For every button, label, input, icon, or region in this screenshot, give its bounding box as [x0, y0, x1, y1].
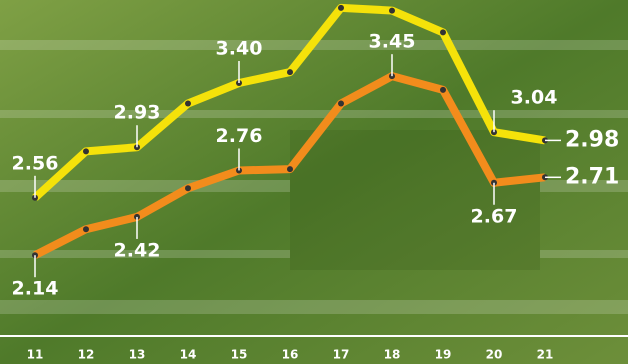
x-tick-label: 15 [231, 348, 248, 362]
x-tick-label: 16 [282, 348, 299, 362]
data-label: 3.45 [369, 31, 416, 53]
point [185, 185, 191, 192]
point [338, 4, 344, 11]
point [440, 86, 446, 93]
x-tick-label: 19 [435, 348, 452, 362]
data-label: 2.67 [471, 205, 518, 227]
x-tick-label: 21 [537, 348, 554, 362]
point [287, 166, 293, 173]
point [83, 148, 89, 155]
x-tick-label: 12 [78, 348, 95, 362]
x-tick-label: 11 [27, 348, 44, 362]
point [83, 226, 89, 233]
point [185, 100, 191, 107]
point [389, 7, 395, 14]
x-tick-label: 20 [486, 348, 503, 362]
x-tick-label: 18 [384, 348, 401, 362]
point [440, 29, 446, 36]
x-tick-label: 14 [180, 348, 197, 362]
data-label: 2.76 [216, 125, 263, 147]
data-label: 2.98 [565, 127, 619, 152]
x-tick-label: 17 [333, 348, 350, 362]
data-label: 3.04 [511, 87, 558, 109]
data-label: 2.42 [114, 239, 161, 261]
data-label: 2.14 [12, 278, 59, 300]
data-label: 2.71 [565, 164, 619, 189]
data-label: 3.40 [216, 38, 263, 60]
x-tick-label: 13 [129, 348, 146, 362]
point [287, 69, 293, 76]
point [338, 100, 344, 107]
data-label: 2.93 [114, 102, 161, 124]
data-label: 2.56 [12, 152, 59, 174]
